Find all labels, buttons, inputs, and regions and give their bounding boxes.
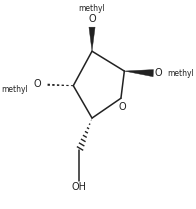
- Text: O: O: [155, 68, 163, 78]
- Text: OH: OH: [72, 182, 87, 192]
- Text: O: O: [33, 79, 41, 89]
- Text: methyl: methyl: [1, 85, 28, 94]
- Polygon shape: [124, 70, 153, 77]
- Polygon shape: [89, 27, 95, 51]
- Text: O: O: [88, 14, 96, 24]
- Text: O: O: [119, 102, 126, 112]
- Text: methyl: methyl: [167, 69, 194, 78]
- Text: methyl: methyl: [79, 4, 105, 13]
